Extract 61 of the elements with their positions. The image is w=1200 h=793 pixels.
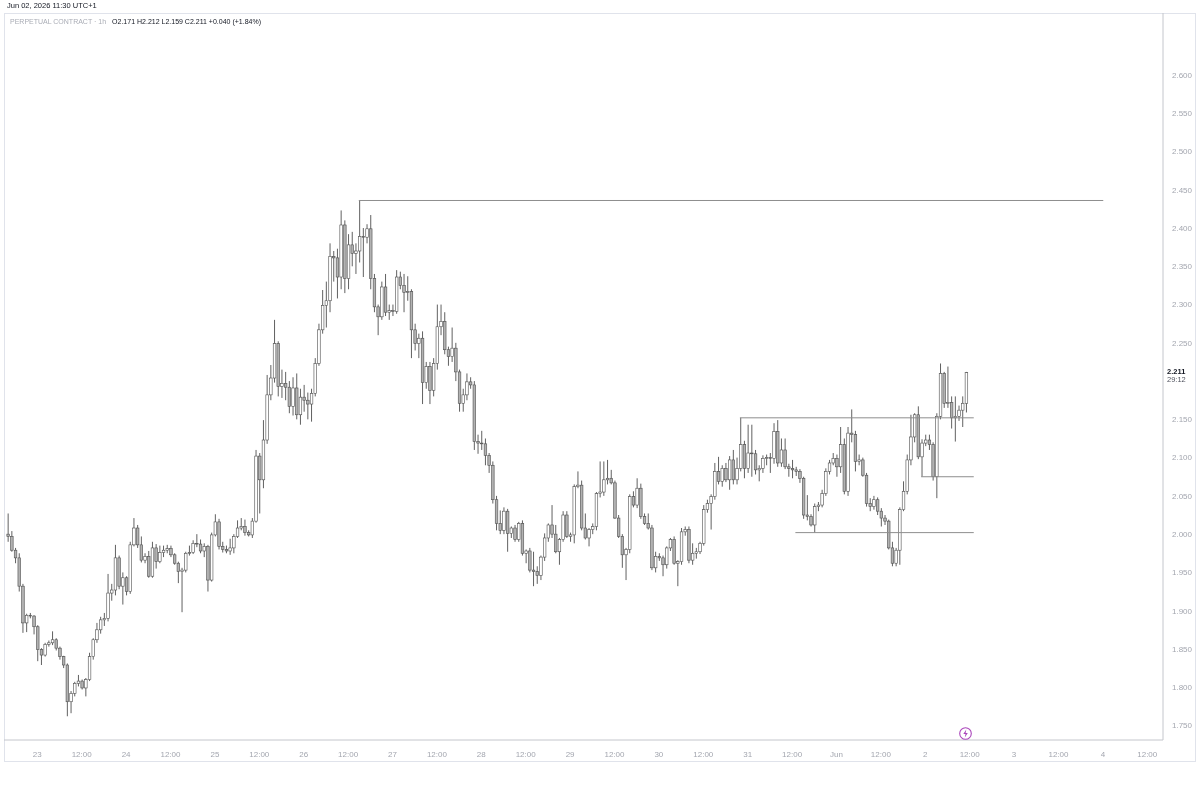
candlestick (728, 455, 732, 491)
x-tick-label: 12:00 (1048, 749, 1070, 759)
x-tick-label: 24 (121, 749, 132, 759)
y-tick-label: 2.050 (1172, 491, 1193, 501)
y-tick-label: 2.550 (1172, 109, 1193, 119)
candlestick (565, 510, 569, 539)
x-tick-label: 12:00 (604, 749, 626, 759)
x-tick-label: 27 (388, 749, 398, 759)
y-tick-label: 2.400 (1172, 223, 1193, 233)
y-tick-label: 1.950 (1172, 568, 1193, 578)
x-tick-label: 12:00 (249, 749, 270, 759)
x-tick-label: 12:00 (959, 749, 981, 759)
candlestick (402, 273, 406, 313)
y-tick-label: 2.350 (1172, 262, 1193, 272)
y-tick-label: 2.500 (1172, 147, 1193, 157)
x-tick-label: 12:00 (693, 749, 714, 759)
y-tick-label: 2.250 (1172, 338, 1193, 348)
x-tick-label: 12:00 (1137, 749, 1158, 759)
x-tick-label: 12:00 (338, 749, 359, 759)
candlestick (243, 519, 247, 537)
candlestick (147, 550, 151, 579)
y-tick-label: 2.150 (1172, 415, 1193, 425)
y-tick-label: 2.100 (1172, 453, 1193, 463)
x-tick-label: 12:00 (71, 749, 93, 759)
y-tick-label: 2.000 (1172, 529, 1193, 539)
y-tick-label: 1.850 (1172, 644, 1193, 654)
candlestick (731, 449, 735, 485)
x-tick-label: 12:00 (160, 749, 182, 759)
x-tick-label: 4 (1100, 749, 1106, 759)
candlestick (872, 495, 876, 511)
x-tick-label: 2 (923, 749, 929, 759)
candlestick (291, 376, 295, 416)
x-tick-label: 31 (743, 749, 753, 759)
x-tick-label: 29 (565, 749, 576, 759)
y-tick-label: 1.800 (1172, 683, 1193, 693)
x-tick-label: 12:00 (515, 749, 537, 759)
candlestick (753, 449, 758, 475)
x-tick-label: 26 (299, 749, 309, 759)
y-tick-label: 2.450 (1172, 185, 1193, 195)
x-tick-label: 23 (32, 749, 43, 759)
candlestick (428, 361, 432, 405)
y-tick-label: 2.600 (1172, 70, 1193, 80)
y-tick-label: 2.300 (1172, 300, 1193, 310)
y-tick-label: 1.900 (1172, 606, 1193, 616)
x-tick-label: 12:00 (426, 749, 448, 759)
candlestick (361, 227, 365, 278)
candlestick (502, 506, 506, 535)
candlestick (602, 460, 606, 497)
x-tick-label: 25 (210, 749, 220, 759)
candlestick (724, 462, 728, 483)
x-tick-label: 12:00 (870, 749, 892, 759)
x-tick-label: 30 (654, 749, 664, 759)
candlestick (298, 388, 303, 426)
x-tick-label: 12:00 (782, 749, 803, 759)
x-tick-label: 28 (476, 749, 487, 759)
candlestick (587, 527, 591, 547)
x-tick-label: Jun (830, 749, 843, 759)
x-tick-label: 3 (1011, 749, 1017, 759)
candlestick (750, 424, 754, 478)
candlestick (746, 424, 750, 474)
y-tick-label: 1.750 (1172, 721, 1193, 731)
